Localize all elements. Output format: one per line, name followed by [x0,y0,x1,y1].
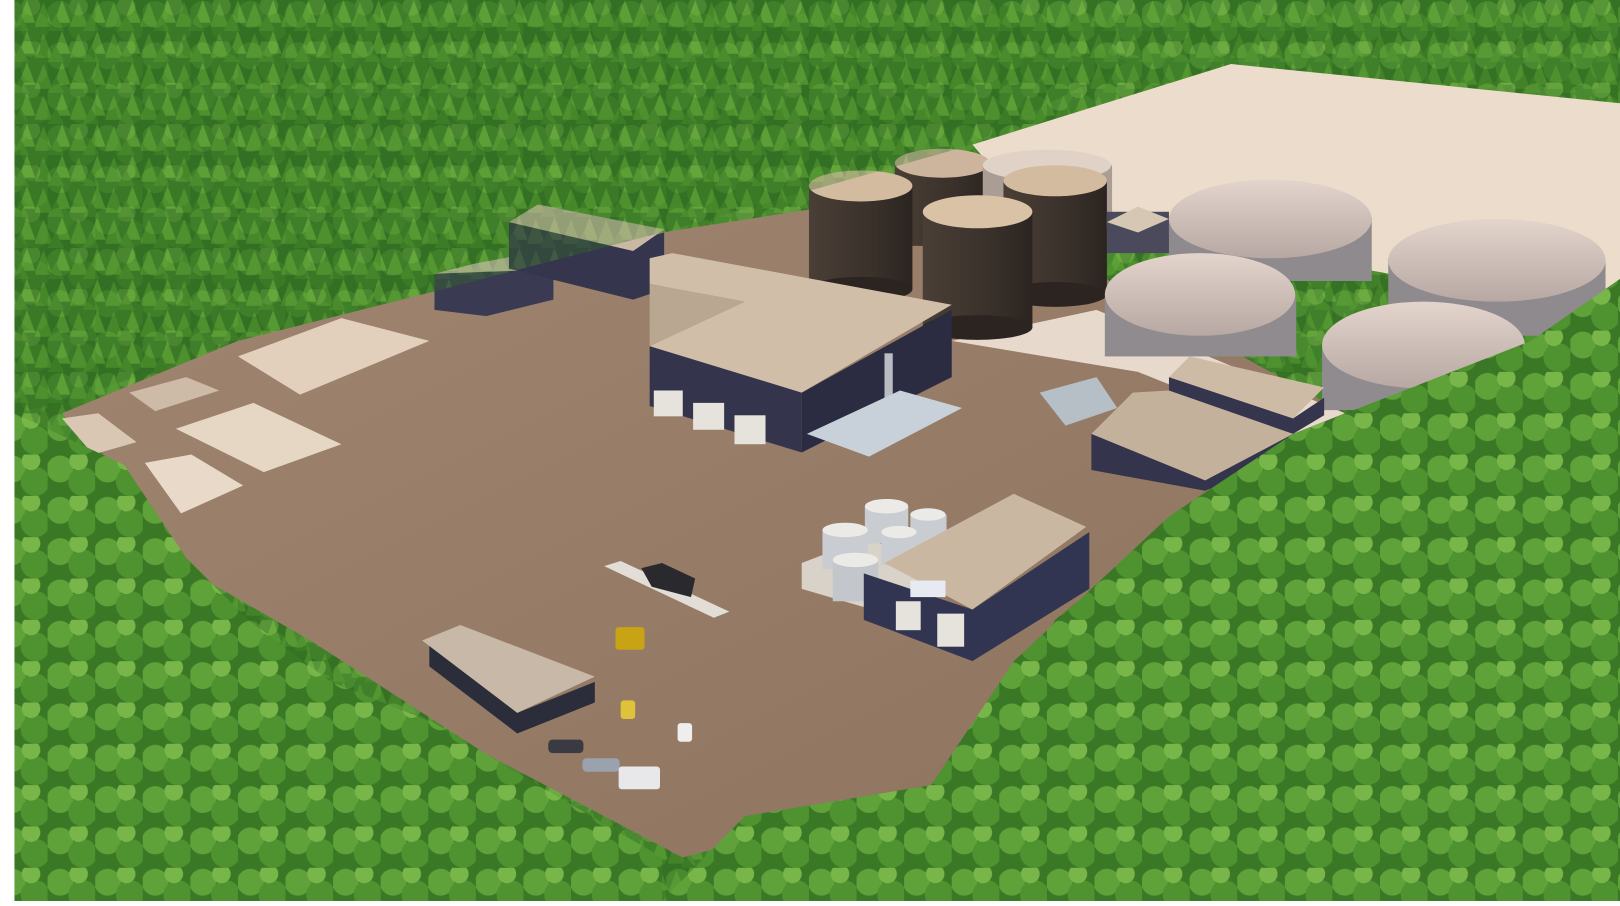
door [693,402,725,430]
pad [129,377,220,412]
equipment [806,390,963,457]
tank-roof [864,498,909,514]
dome [1104,253,1296,336]
building-roof [1168,356,1325,419]
hall-roof [649,253,952,393]
pad [62,413,137,455]
door [937,613,965,647]
foreground-trees [14,413,663,901]
building [1091,433,1294,491]
pad [144,454,244,514]
pad [175,402,342,473]
loader [615,627,645,650]
truck [641,563,696,598]
office [429,645,595,734]
door [653,390,683,417]
hall-roof-shade [649,258,745,347]
car [677,723,693,742]
pad [237,318,430,395]
pipework [1039,377,1118,426]
tank-roof [1003,165,1107,197]
dome [1168,179,1372,259]
foreground-trees [662,278,1620,901]
small-roof [1106,206,1169,233]
building [1168,377,1325,434]
van [618,766,660,790]
dome [1388,219,1606,302]
tank-roof [881,525,917,539]
tank-roof [922,195,1033,229]
hall-side [801,309,952,453]
chimney [884,353,893,416]
tank [808,185,913,290]
ground [62,206,1345,858]
office-roof [422,625,595,713]
tank-roof [822,522,868,538]
car [620,700,636,720]
sign [910,580,946,598]
car [548,739,584,754]
tank-roof [910,508,946,521]
shade [14,0,1128,414]
car [582,758,620,772]
building-roof [1091,390,1294,481]
door [895,601,921,631]
tank-roof [832,552,879,568]
tanks [808,148,1113,340]
door [734,415,766,445]
